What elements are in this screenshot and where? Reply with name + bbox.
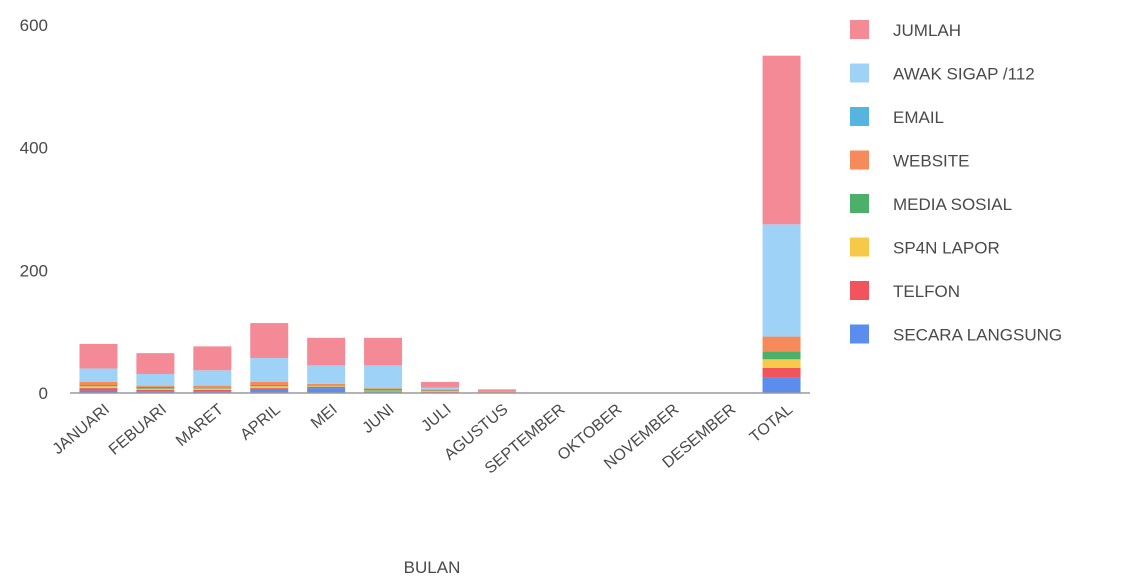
legend-swatch (850, 324, 869, 344)
x-tick-label: JULI (418, 401, 454, 435)
legend-label: EMAIL (893, 108, 944, 127)
bar-segment (79, 381, 118, 386)
bar-segment (250, 381, 289, 386)
legend-swatch (850, 281, 869, 300)
bar-segment (477, 391, 516, 393)
bar-segment (193, 370, 232, 386)
bar-segment (421, 391, 459, 393)
bar-segment (762, 359, 801, 368)
y-tick-label: 0 (39, 384, 48, 403)
bar-segment (364, 390, 403, 392)
bar-segment (364, 388, 403, 389)
legend-label: AWAK SIGAP /112 (893, 65, 1035, 84)
bar-segment (762, 351, 801, 360)
bar-segment (79, 388, 118, 391)
bar-segment (307, 386, 346, 387)
legend-label: MEDIA SOSIAL (893, 195, 1012, 214)
bar-segment (250, 358, 289, 382)
y-tick-label: 600 (20, 16, 48, 35)
bar-segment (136, 391, 175, 393)
bar-segment (762, 336, 801, 352)
bar-segment (364, 337, 403, 366)
bar-segment (307, 386, 346, 389)
legend: JUMLAH AWAK SIGAP /112 EMAIL WEBSITE MEDIA S… (850, 20, 1062, 345)
bar-segment (250, 388, 289, 390)
bar-segment (421, 381, 459, 388)
legend-swatch (850, 237, 869, 257)
x-tick-label: TOTAL (747, 401, 796, 446)
bar-segment (364, 391, 403, 392)
bars (79, 55, 801, 393)
bar-segment (250, 386, 289, 389)
y-tick-label: 400 (20, 139, 48, 158)
bar-segment (79, 386, 118, 389)
bar-segment (193, 346, 232, 371)
legend-swatch (850, 107, 869, 126)
bar-segment (250, 323, 289, 359)
x-tick-label: MEI (308, 401, 341, 432)
bar-segment (193, 388, 232, 389)
bar-segment (136, 386, 175, 389)
bar-segment (136, 373, 175, 386)
bar-segment (307, 365, 346, 384)
legend-swatch (850, 63, 869, 83)
bar-segment (421, 391, 459, 392)
bar-segment (762, 367, 801, 378)
x-tick-label: APRIL (237, 401, 283, 444)
legend-label: SECARA LANGSUNG (893, 326, 1062, 345)
x-tick-label: MARET (173, 401, 227, 450)
bar-segment (136, 388, 175, 390)
legend-label: TELFON (893, 282, 960, 301)
bar-segment (193, 388, 232, 390)
bar-segment (79, 368, 118, 382)
bar-segment (79, 343, 118, 369)
legend-label: WEBSITE (893, 152, 970, 171)
bar-segment (421, 387, 459, 390)
x-tick-label: FEBUARI (106, 401, 170, 459)
y-tick-label: 200 (20, 261, 48, 280)
bar-segment (307, 383, 346, 386)
bar-segment (307, 385, 346, 387)
bar-segment (762, 377, 801, 393)
bar-segment (364, 365, 403, 389)
y-axis-ticks: 0 200 400 600 (20, 16, 48, 403)
bar-segment (421, 390, 459, 392)
bar-segment (79, 390, 118, 393)
legend-swatch (850, 20, 869, 39)
bar-segment (193, 385, 232, 389)
bar-segment (136, 353, 175, 374)
bar-segment (250, 389, 289, 393)
x-axis-title: BULAN (404, 558, 461, 577)
bar-segment (421, 389, 459, 391)
bar-segment (307, 388, 346, 393)
bar-segment (364, 388, 403, 391)
bar-segment (79, 385, 118, 387)
legend-swatch (850, 150, 869, 170)
bar-segment (250, 385, 289, 387)
x-tick-label: JANUARI (50, 401, 113, 458)
bar-segment (136, 385, 175, 387)
bar-segment (136, 389, 175, 392)
bar-segment (477, 389, 516, 392)
x-tick-label: JUNI (359, 401, 397, 437)
bar-segment (307, 337, 346, 366)
bar-segment (762, 224, 801, 337)
legend-label: JUMLAH (893, 21, 961, 40)
legend-label: SP4N LAPOR (893, 239, 1000, 258)
bar-segment (193, 389, 232, 392)
bar-segment (762, 55, 801, 225)
legend-swatch (850, 194, 869, 213)
